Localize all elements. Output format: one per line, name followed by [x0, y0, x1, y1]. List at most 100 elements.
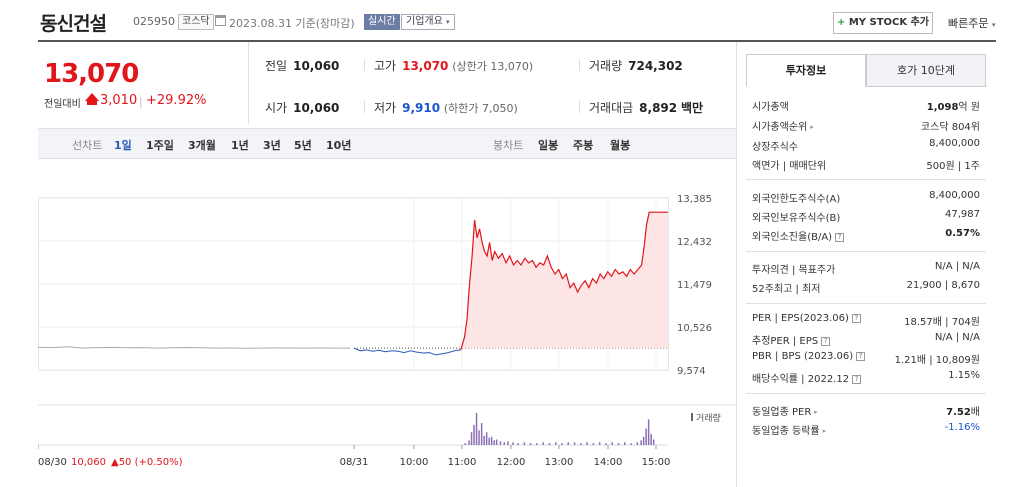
low-value: 9,910	[402, 101, 441, 115]
par-value-row: 액면가 | 매매단위 500원 | 1주	[752, 155, 980, 173]
prev-day-date: 08/30	[38, 457, 67, 468]
tab-invest-info[interactable]: 투자정보	[746, 54, 866, 87]
price-panel: 13,070 전일대비 3,010 | +29.92%	[38, 42, 248, 124]
open-label: 시가	[265, 101, 288, 115]
divider	[746, 303, 986, 304]
period-10year[interactable]: 10년	[326, 139, 352, 152]
industry-per-value-wrap: 7.52배	[946, 403, 980, 418]
volume-bar	[470, 432, 473, 445]
open-value: 10,060	[293, 101, 340, 115]
volume-bar	[624, 442, 626, 445]
market-cap-unit: 억 원	[958, 102, 980, 113]
volume-bar	[523, 442, 526, 445]
market-cap-label: 시가총액	[752, 102, 789, 113]
trade-amount: 거래대금 8,892 백만	[589, 99, 703, 116]
week52-value: 21,900 | 8,670	[906, 280, 980, 291]
prev-close-label: 전일	[265, 59, 288, 73]
volume-bar	[478, 430, 480, 445]
volume-bar	[645, 428, 647, 445]
industry-rate-row[interactable]: 동일업종 등락률 ▸ -1.16%	[752, 420, 980, 438]
tab-hoga-10[interactable]: 호가 10단계	[866, 54, 986, 87]
add-mystock-label: MY STOCK 추가	[848, 17, 930, 28]
base-date: 2023.08.31 기준(장마감)	[229, 17, 355, 30]
quick-order-label: 빠른주문	[948, 17, 989, 30]
price-summary: 전일 10,060 고가 13,070 (상한가 13,070) 거래량 724,30…	[249, 42, 736, 124]
prev-day-change: ▲50 (+0.50%)	[111, 457, 183, 468]
x-tick-label: 14:00	[594, 457, 623, 468]
help-icon[interactable]: ?	[851, 314, 861, 323]
volume-bar	[493, 440, 495, 445]
today-line-down	[353, 347, 461, 356]
candle-weekly[interactable]: 주봉	[573, 139, 594, 152]
volume-bar	[605, 443, 607, 445]
period-1day[interactable]: 1일	[114, 139, 132, 152]
listed-shares-value: 8,400,000	[929, 138, 980, 149]
up-arrow-icon	[85, 93, 99, 101]
opinion-row: 투자의견 | 목표주가 N/A | N/A	[752, 259, 980, 277]
period-1year[interactable]: 1년	[231, 139, 249, 152]
price-area-fill	[460, 212, 668, 350]
dividend-label-wrap: 배당수익률 | 2022.12?	[752, 370, 862, 385]
volume-bar	[488, 437, 490, 445]
industry-per-unit: 배	[970, 407, 980, 418]
industry-per-value: 7.52	[946, 407, 971, 418]
realtime-badge[interactable]: 실시간	[364, 14, 400, 30]
week52-label: 52주최고 | 최저	[752, 284, 821, 295]
high-value: 13,070	[402, 59, 449, 73]
y-tick-label: 9,574	[677, 366, 706, 377]
volume-bar	[468, 440, 470, 445]
y-tick-label: 13,385	[677, 194, 712, 205]
stock-header: 동신건설 025950 코스닥 2023.08.31 기준(장마감) 실시간 기…	[0, 0, 1017, 42]
market-cap-value: 1,098	[926, 102, 959, 113]
arrow-right-icon: ▸	[822, 427, 827, 435]
volume-bar	[630, 443, 632, 445]
help-icon[interactable]: ?	[821, 337, 831, 346]
divider	[746, 251, 986, 252]
prev-day-line	[38, 346, 350, 349]
par-value-label: 액면가 | 매매단위	[752, 161, 827, 172]
y-tick-label: 11,479	[677, 280, 712, 291]
volume-bar	[529, 443, 532, 445]
help-icon[interactable]: ?	[856, 352, 866, 361]
volume-bar	[548, 443, 551, 445]
volume-bar	[499, 441, 502, 445]
price-chart-svg: 13,385 12,432 11,479 10,526 9,574 거래량 08/31 10:…	[38, 194, 736, 468]
market-cap-rank-row[interactable]: 시가총액순위 ▸ 코스닥 804위	[752, 116, 980, 134]
corp-summary-button[interactable]: 기업개요 ▾	[401, 14, 455, 30]
today-line-up	[460, 211, 668, 351]
prev-close: 전일 10,060	[265, 57, 339, 74]
period-5year[interactable]: 5년	[294, 139, 312, 152]
period-3year[interactable]: 3년	[263, 139, 281, 152]
y-tick-label: 10,526	[677, 323, 712, 334]
foreign-limit-value: 8,400,000	[929, 190, 980, 201]
chart-period-bar: 선차트 1일 1주일 3개월 1년 3년 5년 10년 봉차트 일봉 주봉 월봉	[38, 128, 736, 159]
per-label: PER | EPS(2023.06)	[752, 313, 849, 324]
divider	[364, 59, 365, 71]
pbr-value: 1.21배 | 10,809원	[894, 355, 980, 366]
listed-shares-label: 상장주식수	[752, 142, 798, 153]
volume-bar	[480, 423, 483, 445]
opinion-label: 투자의견 | 목표주가	[752, 265, 836, 276]
period-1week[interactable]: 1주일	[146, 139, 174, 152]
low-price: 저가 9,910 (하한가 7,050)	[374, 99, 518, 116]
pbr-label-wrap: PBR | BPS (2023.06)?	[752, 351, 866, 362]
volume-bar	[642, 436, 645, 445]
market-cap-rank-label-wrap: 시가총액순위 ▸	[752, 118, 814, 133]
help-icon[interactable]: ?	[835, 233, 845, 242]
candle-chart-label: 봉차트	[493, 139, 524, 152]
period-3month[interactable]: 3개월	[188, 139, 216, 152]
help-icon[interactable]: ?	[852, 375, 862, 384]
volume-bar	[490, 436, 493, 445]
candle-daily[interactable]: 일봉	[538, 139, 559, 152]
quick-order-button[interactable]: 빠른주문 ▾	[948, 15, 996, 31]
add-mystock-button[interactable]: + MY STOCK 추가	[833, 12, 933, 34]
divider	[746, 179, 986, 180]
volume-bar	[485, 432, 488, 445]
stock-name: 동신건설	[40, 13, 107, 35]
candle-monthly[interactable]: 월봉	[610, 139, 631, 152]
est-per-value: N/A | N/A	[934, 332, 980, 343]
per-label-wrap: PER | EPS(2023.06)?	[752, 313, 861, 324]
volume-bar	[580, 443, 582, 445]
industry-per-row[interactable]: 동일업종 PER ▸ 7.52배	[752, 401, 980, 419]
volume-legend-mark	[691, 413, 693, 421]
